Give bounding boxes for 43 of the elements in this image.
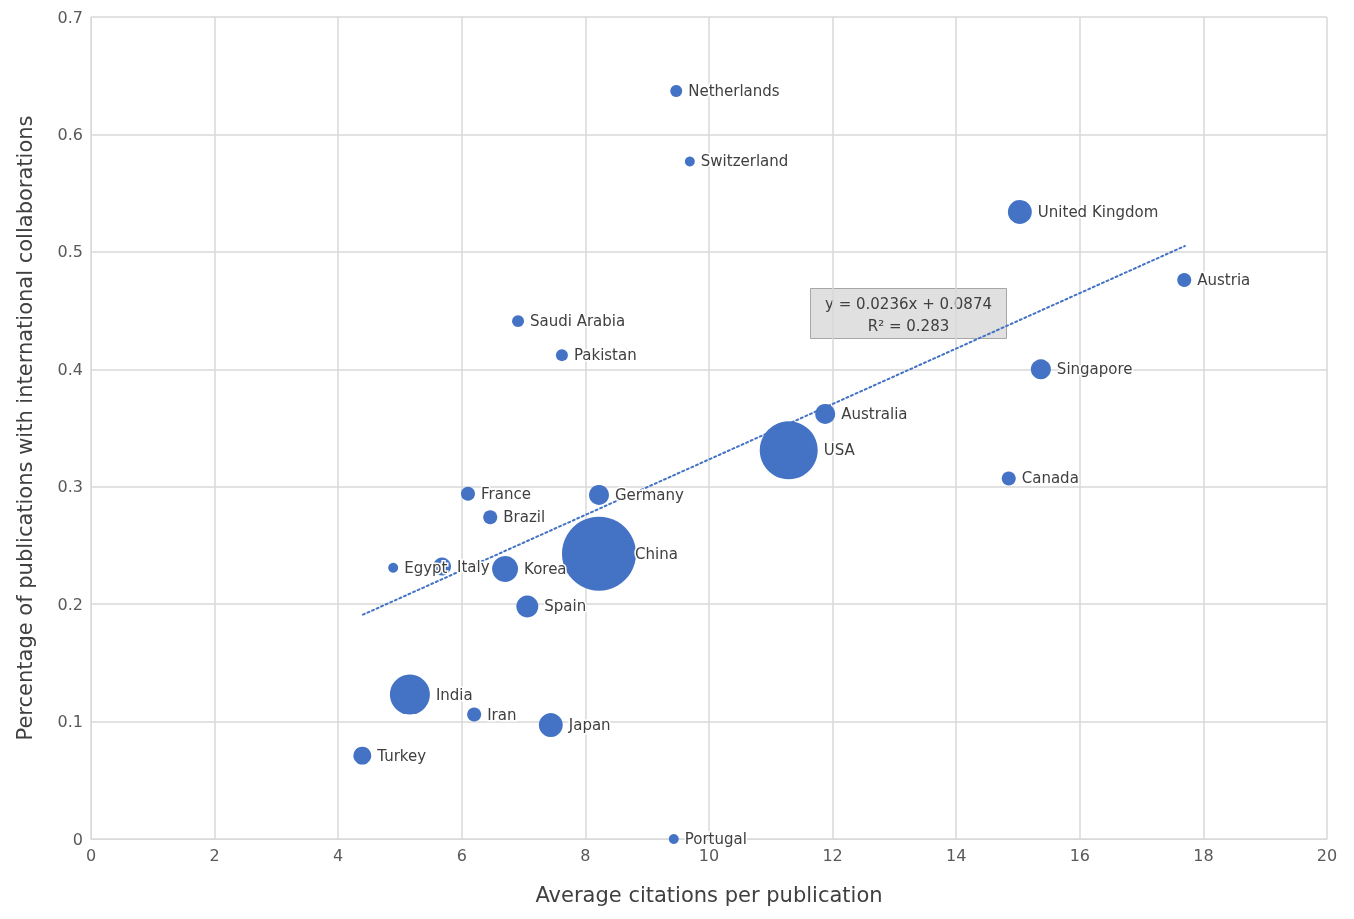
y-tick-label: 0.2 [57, 594, 83, 614]
x-tick-label: 14 [946, 845, 967, 865]
y-tick-label: 0.5 [57, 242, 83, 262]
annotation: Brazil [503, 508, 546, 527]
y-tick-label: 0.3 [57, 477, 83, 497]
x-tick-label: 0 [85, 845, 97, 865]
y-axis-title: Percentage of publications with international collaborations [12, 115, 37, 741]
x-tick-label: 12 [822, 845, 843, 865]
y-tick-label: 0.7 [57, 7, 83, 27]
annotation: Japan [567, 716, 611, 735]
annotation: Pakistan [573, 346, 637, 365]
annotation: Singapore [1056, 360, 1133, 379]
y-tick-label: 0.4 [57, 359, 83, 379]
x-axis-title: Average citations per publication [535, 882, 883, 907]
y-tick-label: 0 [72, 829, 83, 849]
x-tick-label: 4 [333, 845, 344, 865]
annotation: Canada [1021, 469, 1079, 488]
annotation: Switzerland [700, 152, 789, 171]
annotation: India [435, 685, 473, 704]
annotation: Turkey [376, 746, 427, 765]
x-tick-label: 10 [698, 845, 720, 865]
y-tick-label: 0.1 [57, 712, 83, 732]
annotation: Australia [841, 404, 908, 423]
annotation: Iran [487, 705, 517, 724]
annotation: y = 0.0236x + 0.0874 [825, 294, 992, 313]
annotation: Netherlands [688, 81, 780, 100]
annotation: Spain [544, 597, 587, 616]
x-tick-label: 18 [1193, 845, 1214, 865]
x-tick-label: 2 [209, 845, 220, 865]
annotation: USA [823, 441, 856, 460]
annotation: R² = 0.283 [867, 316, 950, 335]
annotation: Portugal [684, 830, 747, 848]
annotation: United Kingdom [1037, 202, 1159, 221]
annotation: China [635, 544, 678, 563]
x-tick-label: 6 [456, 845, 467, 865]
annotation: France [481, 484, 531, 503]
x-tick-label: 16 [1069, 845, 1090, 865]
annotation: Korea [524, 559, 567, 578]
x-tick-label: 8 [580, 845, 591, 865]
annotation: Saudi Arabia [530, 312, 626, 331]
x-tick-label: 20 [1316, 845, 1338, 865]
annotation: Austria [1197, 271, 1251, 290]
y-tick-label: 0.6 [57, 124, 83, 144]
